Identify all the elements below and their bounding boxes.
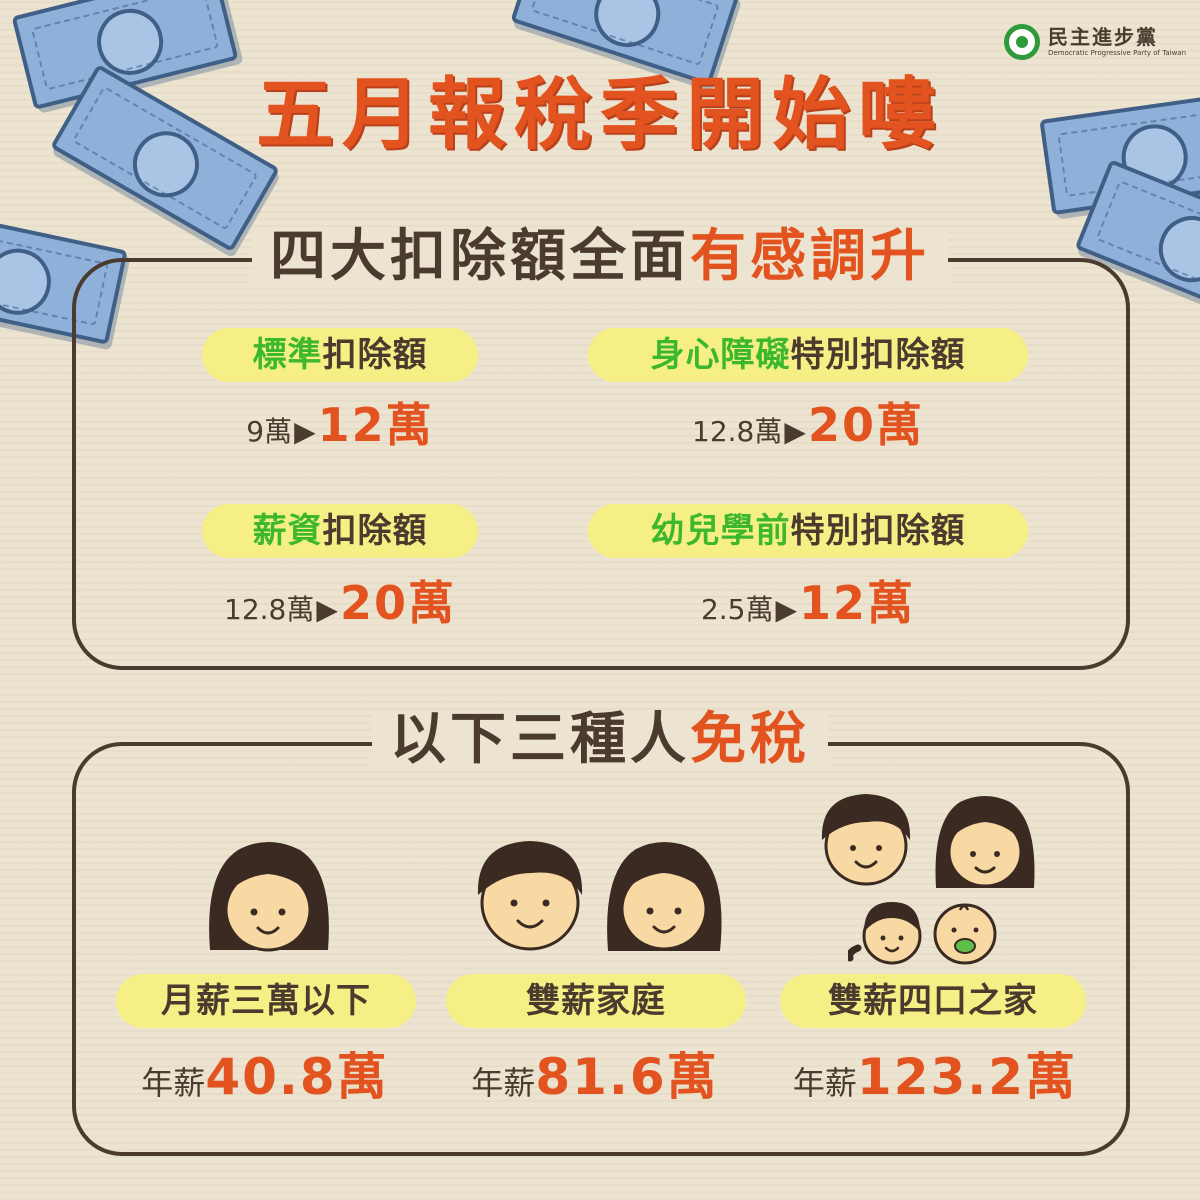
deductions-heading: 四大扣除額全面有感調升	[0, 229, 1200, 285]
deduction-change-standard: 9萬▶12萬	[180, 402, 500, 448]
deduction-label-standard: 標準扣除額	[202, 328, 478, 382]
man-face-icon	[477, 841, 583, 951]
woman-face-icon	[607, 842, 722, 951]
exempt-group-label-text: 雙薪家庭	[526, 981, 666, 1021]
deduction-change-preschool: 2.5萬▶12萬	[628, 580, 988, 626]
deduction-label: 扣除額	[322, 511, 428, 551]
deduction-to: 20萬	[807, 398, 924, 452]
exempt-group-label: 雙薪四口之家	[780, 974, 1086, 1028]
deduction-label-preschool: 幼兒學前特別扣除額	[588, 504, 1028, 558]
woman-face-icon	[935, 796, 1035, 888]
salary-value: 123.2萬	[856, 1048, 1078, 1106]
deductions-heading-emphasis: 有感調升	[690, 224, 930, 289]
triangle-right-icon: ▶	[316, 593, 338, 626]
baby-face-icon	[933, 903, 997, 965]
salary-label: 年薪	[141, 1064, 206, 1102]
deduction-to: 12萬	[317, 398, 434, 452]
deduction-change-disability: 12.8萬▶20萬	[628, 402, 988, 448]
salary-label: 年薪	[792, 1064, 857, 1102]
deduction-to: 20萬	[339, 576, 456, 630]
deduction-from: 2.5萬	[700, 593, 774, 626]
tax-exempt-heading-prefix: 以下三種人	[390, 707, 690, 772]
exempt-group-label-text: 月薪三萬以下	[161, 981, 371, 1021]
triangle-right-icon: ▶	[775, 593, 798, 626]
page-title: 五月報稅季開始嘍	[255, 70, 944, 160]
party-name-zh: 民主進步黨	[1048, 25, 1158, 49]
party-logo: 民主進步黨 Democratic Progressive Party of Ta…	[1004, 22, 1187, 62]
tax-exempt-heading-emphasis: 免稅	[690, 707, 810, 772]
tax-exempt-heading: 以下三種人免稅	[0, 712, 1200, 768]
deduction-highlight: 標準	[252, 335, 323, 375]
deduction-label-disability: 身心障礙特別扣除額	[588, 328, 1028, 382]
triangle-right-icon: ▶	[294, 415, 316, 448]
deduction-to: 12萬	[799, 576, 916, 630]
deduction-highlight: 身心障礙	[650, 335, 791, 375]
salary-value: 81.6萬	[535, 1048, 719, 1106]
salary-label: 年薪	[471, 1064, 536, 1102]
deduction-label: 特別扣除額	[790, 335, 966, 375]
deduction-from: 9萬	[246, 415, 293, 448]
man-face-icon	[821, 794, 911, 886]
deduction-change-salary: 12.8萬▶20萬	[160, 580, 520, 626]
exempt-group-salary: 年薪81.6萬	[420, 1052, 770, 1102]
party-name-en: Democratic Progressive Party of Taiwan	[1048, 49, 1187, 57]
deduction-from: 12.8萬	[224, 593, 315, 626]
exempt-group-salary: 年薪123.2萬	[750, 1052, 1120, 1102]
deduction-highlight: 幼兒學前	[650, 511, 791, 551]
deduction-from: 12.8萬	[692, 415, 783, 448]
exempt-group-label: 月薪三萬以下	[116, 974, 416, 1028]
deduction-label-salary: 薪資扣除額	[202, 504, 478, 558]
party-emblem-icon	[1004, 24, 1040, 60]
woman-face-icon	[209, 842, 329, 952]
exempt-group-salary: 年薪40.8萬	[90, 1052, 440, 1102]
deduction-label: 扣除額	[322, 335, 428, 375]
deduction-highlight: 薪資	[252, 511, 323, 551]
triangle-right-icon: ▶	[784, 415, 806, 448]
exempt-group-label-text: 雙薪四口之家	[828, 981, 1038, 1021]
deduction-label: 特別扣除額	[790, 511, 966, 551]
salary-value: 40.8萬	[205, 1048, 389, 1106]
deductions-heading-prefix: 四大扣除額全面	[270, 224, 690, 289]
exempt-group-label: 雙薪家庭	[446, 974, 746, 1028]
girl-face-icon	[848, 902, 922, 965]
